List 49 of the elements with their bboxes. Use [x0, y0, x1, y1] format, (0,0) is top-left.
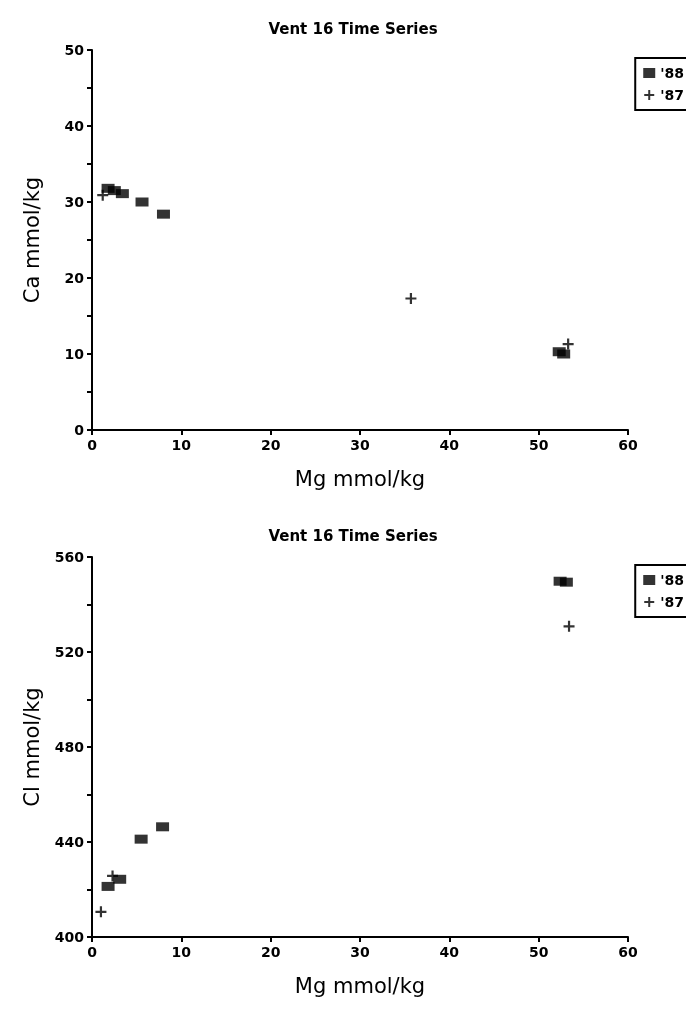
y-tick-label: 50: [64, 42, 85, 58]
point: [563, 620, 575, 632]
point: [134, 834, 148, 844]
y-tick-label: 10: [64, 346, 85, 362]
point: [156, 822, 170, 832]
point: [107, 870, 119, 882]
point: [559, 577, 573, 587]
point: [557, 349, 571, 359]
legend-label: '87: [660, 594, 685, 610]
chart-title: Vent 16 Time Series: [268, 19, 438, 38]
legend-label: '87: [660, 87, 685, 103]
x-axis-title: Mg mmol/kg: [294, 973, 426, 998]
point: [562, 338, 574, 350]
x-tick-label: 40: [439, 944, 460, 960]
x-tick-label: 60: [618, 437, 638, 453]
y-tick-label: 400: [54, 929, 85, 945]
y-tick-label: 520: [54, 644, 85, 660]
point: [156, 209, 170, 219]
point: [101, 881, 115, 891]
y-tick-label: 560: [54, 549, 85, 565]
x-tick-label: 0: [87, 437, 98, 453]
x-tick-label: 40: [439, 437, 460, 453]
x-tick-label: 20: [260, 437, 281, 453]
x-tick-label: 60: [618, 944, 638, 960]
x-tick-label: 0: [87, 944, 98, 960]
point: [95, 906, 107, 918]
point: [135, 197, 149, 207]
x-tick-label: 50: [528, 437, 549, 453]
y-tick-label: 480: [54, 739, 85, 755]
y-tick-label: 30: [64, 194, 85, 210]
chart-title: Vent 16 Time Series: [268, 526, 438, 545]
legend-label: '88: [660, 65, 685, 81]
x-tick-label: 10: [171, 437, 192, 453]
x-tick-label: 50: [528, 944, 549, 960]
x-tick-label: 30: [350, 437, 370, 453]
y-tick-label: 20: [64, 270, 85, 286]
y-tick-label: 40: [64, 118, 85, 134]
point: [97, 189, 109, 201]
y-tick-label: 0: [74, 422, 85, 438]
legend-label: '88: [660, 572, 685, 588]
point: [115, 189, 129, 199]
x-axis-title: Mg mmol/kg: [294, 466, 426, 491]
x-tick-label: 10: [171, 944, 192, 960]
x-tick-label: 20: [260, 944, 281, 960]
x-tick-label: 30: [350, 944, 370, 960]
y-tick-label: 440: [54, 834, 85, 850]
y-axis-title: Ca mmol/kg: [19, 176, 44, 304]
y-axis-title: Cl mmol/kg: [19, 687, 44, 807]
point: [405, 293, 417, 305]
